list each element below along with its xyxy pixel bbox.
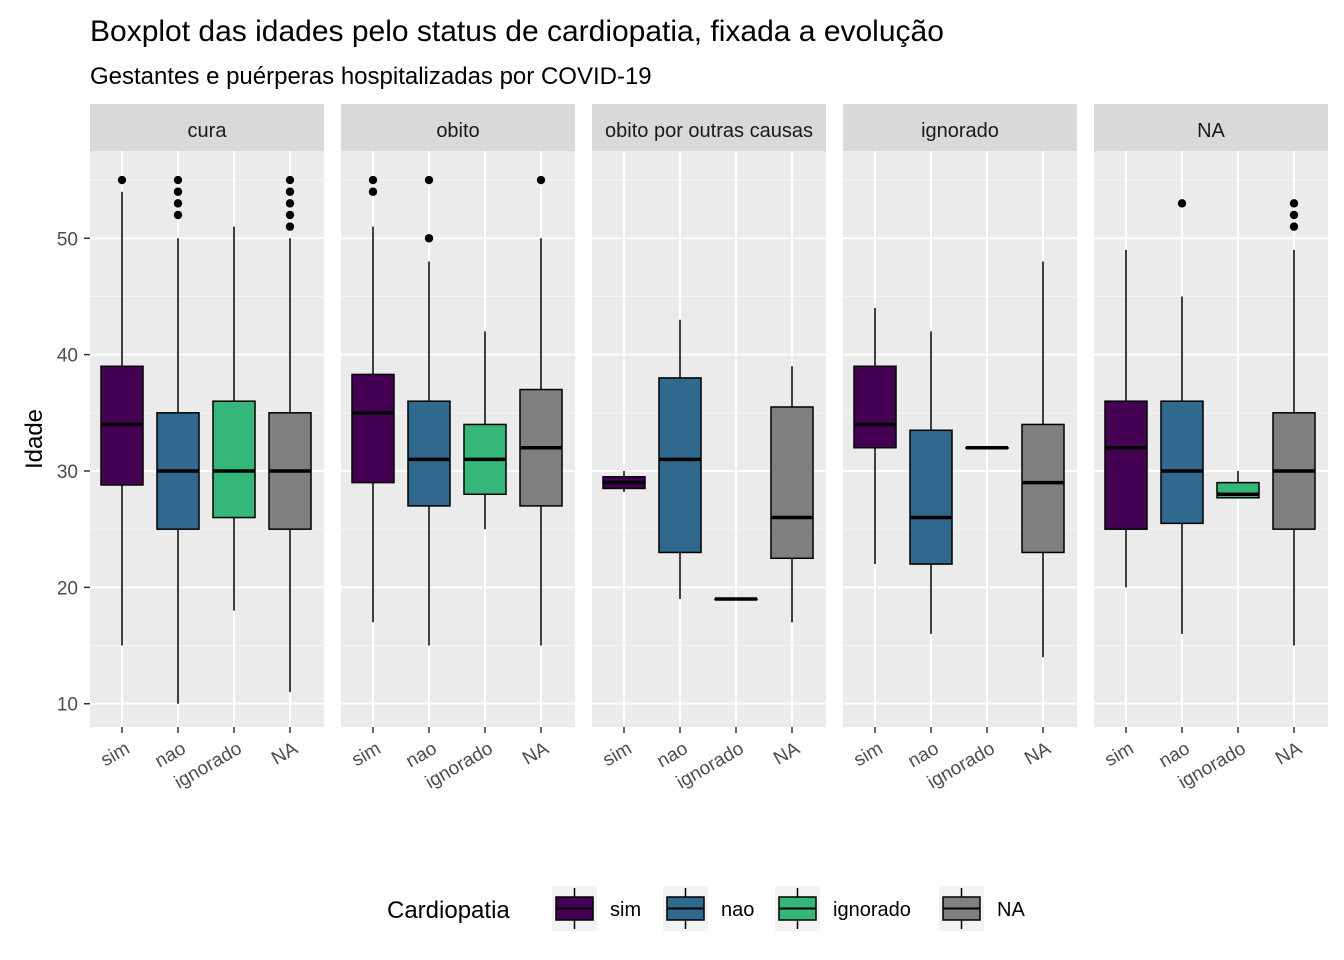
box-nao bbox=[909, 331, 953, 634]
legend-key-ignorado: ignorado bbox=[775, 886, 911, 931]
box-nao bbox=[658, 319, 702, 599]
box-iqr bbox=[407, 400, 451, 507]
box-nao bbox=[156, 175, 200, 704]
legend-label: nao bbox=[721, 899, 754, 921]
x-tick-label: sim bbox=[348, 738, 384, 771]
x-tick-label: NA bbox=[1272, 738, 1306, 770]
legend-key-sim: sim bbox=[552, 886, 641, 931]
facet-label: NA bbox=[1197, 120, 1225, 142]
outlier-point bbox=[117, 175, 127, 185]
legend: Cardiopatia sim nao ignorado NA bbox=[387, 886, 1025, 931]
outlier-point bbox=[173, 187, 183, 196]
y-tick-label: 40 bbox=[57, 346, 78, 367]
box-NA bbox=[519, 175, 563, 646]
box-iqr bbox=[770, 406, 814, 560]
x-tick-label: NA bbox=[770, 738, 804, 770]
outlier-point bbox=[1289, 210, 1299, 220]
x-tick-label: NA bbox=[268, 738, 302, 770]
facet-label: cura bbox=[188, 120, 228, 142]
box-iqr bbox=[658, 377, 702, 554]
legend-label: NA bbox=[997, 899, 1025, 921]
outlier-point bbox=[173, 210, 183, 220]
outlier-point bbox=[285, 210, 295, 220]
box-sim bbox=[100, 175, 144, 646]
outlier-point bbox=[173, 175, 183, 185]
facet-label: ignorado bbox=[921, 120, 999, 142]
x-tick-label: NA bbox=[519, 738, 553, 770]
x-tick-label: sim bbox=[599, 738, 635, 771]
box-sim bbox=[602, 471, 646, 492]
box-iqr bbox=[853, 365, 897, 449]
box-ignorado bbox=[1216, 471, 1260, 499]
outlier-point bbox=[368, 175, 378, 185]
facet-label: obito por outras causas bbox=[605, 120, 813, 142]
box-ignorado bbox=[212, 226, 256, 611]
chart-subtitle: Gestantes e puérperas hospitalizadas por… bbox=[90, 63, 652, 90]
outlier-point bbox=[424, 234, 434, 243]
facet-strip bbox=[592, 104, 826, 151]
box-ignorado bbox=[463, 331, 507, 530]
outlier-point bbox=[536, 175, 546, 185]
box-ignorado bbox=[714, 597, 758, 601]
box-iqr bbox=[909, 429, 953, 565]
box-sim bbox=[853, 308, 897, 565]
box-nao bbox=[407, 175, 451, 646]
facet-strip bbox=[843, 104, 1077, 151]
x-tick-label: NA bbox=[1021, 738, 1055, 770]
legend-label: sim bbox=[610, 899, 641, 921]
outlier-point bbox=[1177, 199, 1187, 208]
x-tick-label: sim bbox=[850, 738, 886, 771]
x-tick-label: sim bbox=[1101, 738, 1137, 771]
outlier-point bbox=[1289, 199, 1299, 208]
outlier-point bbox=[424, 175, 434, 185]
outlier-point bbox=[173, 199, 183, 208]
box-iqr bbox=[1021, 423, 1065, 554]
y-tick-label: 20 bbox=[57, 578, 78, 599]
x-tick-label: sim bbox=[97, 738, 133, 771]
box-nao bbox=[1160, 199, 1204, 634]
box-iqr bbox=[1160, 400, 1204, 525]
outlier-point bbox=[285, 187, 295, 196]
box-iqr bbox=[351, 373, 395, 484]
box-sim bbox=[351, 175, 395, 623]
box-iqr bbox=[212, 400, 256, 519]
facet-label: obito bbox=[436, 120, 479, 142]
facet-strip bbox=[341, 104, 575, 151]
outlier-point bbox=[285, 175, 295, 185]
legend-key-NA: NA bbox=[939, 886, 1025, 931]
box-NA bbox=[268, 175, 312, 693]
box-NA bbox=[1021, 261, 1065, 658]
legend-title: Cardiopatia bbox=[387, 897, 510, 924]
y-tick-label: 30 bbox=[57, 462, 78, 483]
box-ignorado bbox=[965, 445, 1009, 450]
y-axis-title: Idade bbox=[21, 409, 48, 469]
box-sim bbox=[1104, 249, 1148, 588]
chart-title: Boxplot das idades pelo status de cardio… bbox=[90, 15, 944, 48]
outlier-point bbox=[285, 222, 295, 231]
box-NA bbox=[770, 366, 814, 623]
outlier-point bbox=[1289, 222, 1299, 231]
box-iqr bbox=[1104, 400, 1148, 530]
legend-label: ignorado bbox=[833, 899, 911, 921]
outlier-point bbox=[368, 187, 378, 196]
y-tick-label: 10 bbox=[57, 695, 78, 716]
y-tick-label: 50 bbox=[57, 229, 78, 250]
facet-strip bbox=[1094, 104, 1328, 151]
box-NA bbox=[1272, 199, 1316, 646]
legend-key-nao: nao bbox=[663, 886, 754, 931]
facet-strip bbox=[90, 104, 324, 151]
outlier-point bbox=[285, 199, 295, 208]
y-axis: 10 20 30 40 50 bbox=[57, 229, 90, 716]
